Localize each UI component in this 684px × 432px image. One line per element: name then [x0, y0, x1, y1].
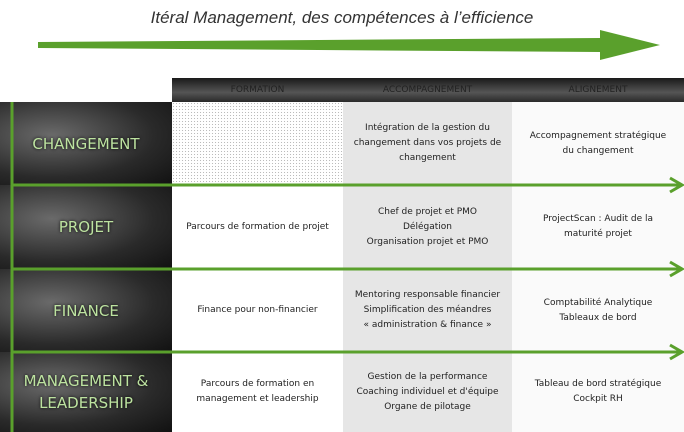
row-label-text: PROJET	[58, 218, 114, 236]
cell-text: Tableau de bord stratégique	[534, 379, 662, 389]
cell-text: Organe de pilotage	[384, 401, 471, 412]
cell-text: Parcours de formation de projet	[186, 221, 329, 232]
column-header: FORMATION	[172, 78, 343, 102]
cell-text: Cockpit RH	[573, 394, 623, 404]
cell: Tableau de bord stratégique Cockpit RH	[512, 352, 684, 432]
cell: Chef de projet et PMO Délégation Organisat…	[343, 185, 512, 269]
cell-text: changement dans vos projets de	[353, 138, 502, 148]
cell-text: Délégation	[403, 221, 452, 232]
cell: Intégration de la gestion du changement d…	[343, 102, 512, 185]
cell-text: Coaching individuel et d'équipe	[356, 386, 499, 397]
cell: Comptabilité Analytique Tableaux de bord	[512, 269, 684, 352]
row-label-text: MANAGEMENT &	[23, 372, 149, 390]
cell: Parcours de formation de projet	[172, 185, 343, 269]
cell-text: Tableaux de bord	[559, 312, 637, 323]
column-header: ALIGNEMENT	[512, 78, 684, 102]
title: Itéral Management, des compétences à l’e…	[150, 8, 534, 27]
cell-text: Accompagnement stratégique	[529, 130, 667, 141]
cell-text: Gestion de la performance	[367, 371, 488, 382]
column-title: FORMATION	[230, 84, 285, 95]
cell-text: Finance pour non-financier	[197, 305, 318, 315]
cell-text: Simplification des méandres	[363, 305, 492, 315]
row-label: CHANGEMENT	[0, 102, 172, 185]
cell: ProjectScan : Audit de la maturité projet	[512, 185, 684, 269]
cell-text: Mentoring responsable financier	[354, 290, 501, 300]
cell: Accompagnement stratégique du changement	[512, 102, 684, 185]
row-label: FINANCE	[0, 269, 172, 352]
cell-text: Chef de projet et PMO	[377, 206, 478, 217]
cell-text: « administration & finance »	[363, 320, 492, 330]
column-title: ALIGNEMENT	[568, 84, 628, 95]
row-label: PROJET	[0, 185, 172, 269]
cell-text: Intégration de la gestion du	[365, 123, 490, 133]
title-arrow	[38, 30, 660, 60]
cell: Gestion de la performance Coaching indivi…	[343, 352, 512, 432]
cell-text: Organisation projet et PMO	[366, 236, 489, 247]
cell: Finance pour non-financier	[172, 269, 343, 352]
column-title: ACCOMPAGNEMENT	[382, 84, 473, 95]
cell: Parcours de formation en management et le…	[172, 352, 343, 432]
row-label: MANAGEMENT & LEADERSHIP	[0, 352, 172, 432]
row-label-text: CHANGEMENT	[32, 134, 140, 153]
row-label-text: LEADERSHIP	[39, 394, 133, 412]
cell	[172, 102, 343, 185]
cell-text: Comptabilité Analytique	[543, 297, 653, 308]
cell-text: Parcours de formation en	[200, 379, 315, 389]
cell-text: maturité projet	[564, 229, 632, 239]
row-label-text: FINANCE	[53, 301, 119, 320]
column-header: ACCOMPAGNEMENT	[343, 78, 512, 102]
cell-text: management et leadership	[196, 394, 319, 404]
cell-text: du changement	[562, 145, 634, 156]
cell-text: ProjectScan : Audit de la	[542, 214, 654, 224]
cell-text: changement	[399, 153, 456, 163]
cell: Mentoring responsable financier Simplific…	[343, 269, 512, 352]
